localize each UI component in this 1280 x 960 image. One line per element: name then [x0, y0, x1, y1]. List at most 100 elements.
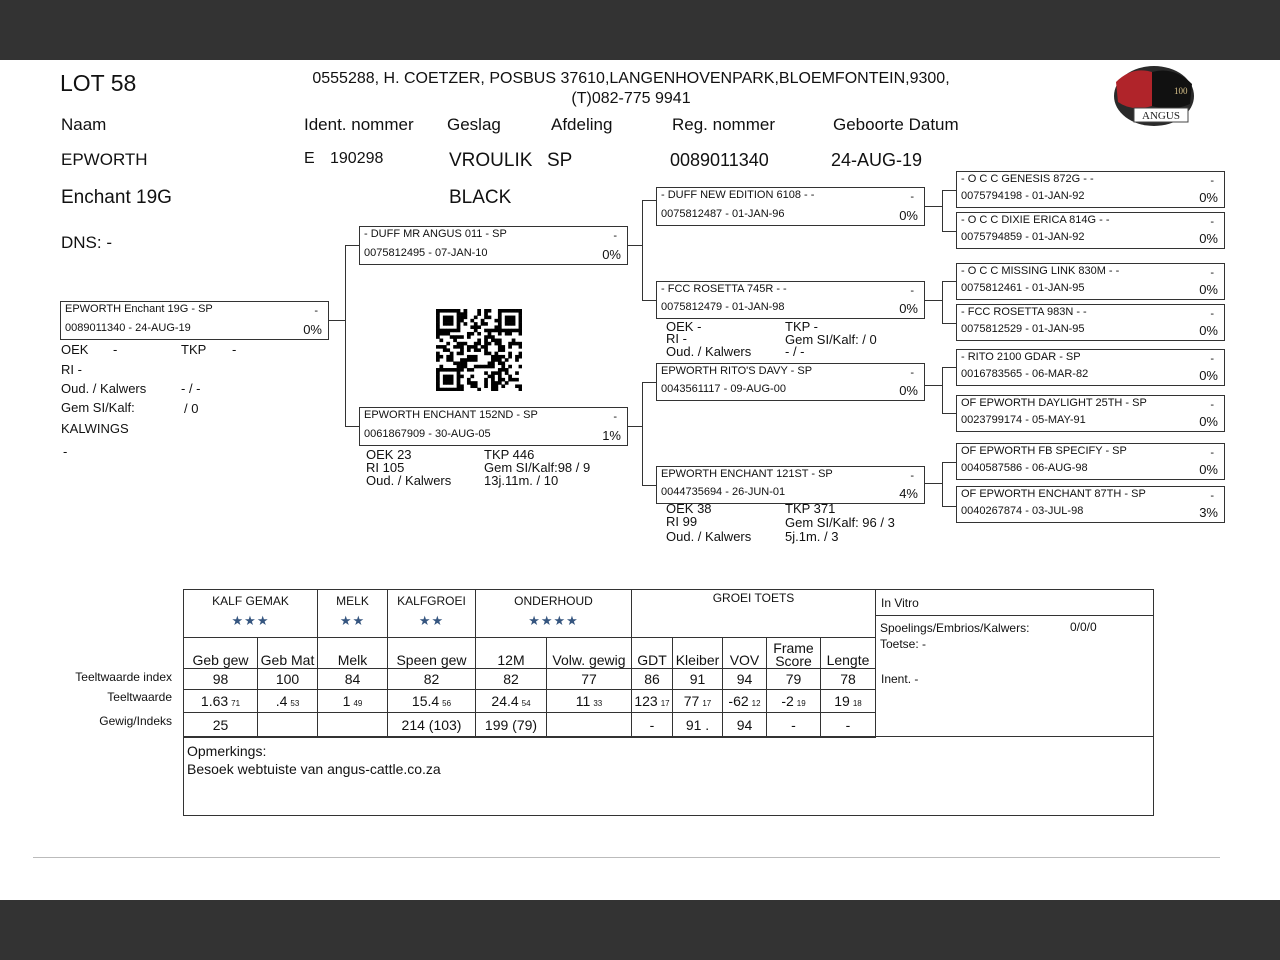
weight-cell: 91 . [672, 712, 723, 738]
sd-oek: OEK - [666, 319, 702, 334]
index-cell: 79 [766, 668, 821, 690]
invitro-title: In Vitro [875, 590, 1153, 616]
divider [33, 857, 1220, 858]
index-cell: 98 [183, 668, 258, 690]
index-cell: 82 [387, 668, 476, 690]
group-groei-toets: GROEI TOETS [631, 589, 876, 638]
owner-address: 0555288, H. COETZER, POSBUS 37610,LANGEN… [312, 70, 950, 87]
column-header: Frame Score [766, 637, 821, 669]
weight-cell: 25 [183, 712, 258, 738]
pedigree-sire-dam: - FCC ROSETTA 745R - - -0075812479 - 01-J… [656, 281, 925, 319]
column-header: Lengte [820, 637, 876, 669]
pedigree-gen3-2: - O C C MISSING LINK 830M - - -0075812461… [956, 263, 1225, 300]
subject-gem: / 0 [184, 401, 199, 416]
ebv-table: KALF GEMAK ★★★ MELK ★★ KALFGROEI ★★ ONDERHO… [183, 589, 876, 738]
pedigree-dam-sire: EPWORTH RITO'S DAVY - SP -0043561117 - 09… [656, 363, 925, 401]
remarks-title: Opmerkings: [187, 743, 267, 759]
index-cell: 78 [820, 668, 876, 690]
weight-cell: 214 (103) [387, 712, 476, 738]
column-header: 12M [475, 637, 547, 669]
sd-oud-label: Oud. / Kalwers [666, 344, 752, 359]
column-header: Geb gew [183, 637, 258, 669]
weight-cell: - [766, 712, 821, 738]
dd-gem: Gem SI/Kalf: 96 / 3 [785, 515, 895, 530]
group-kalfgroei: KALFGROEI ★★ [387, 589, 476, 638]
sd-ri: RI - [666, 331, 687, 346]
dd-oud: 5j.1m. / 3 [785, 529, 839, 544]
dam-oud-label: Oud. / Kalwers [366, 473, 452, 488]
subject-ri: RI - [61, 362, 82, 377]
index-cell: 82 [475, 668, 547, 690]
column-header: Melk [317, 637, 388, 669]
dam-ri: RI 105 [366, 460, 405, 475]
owner-phone: (T)082-775 9941 [571, 90, 691, 107]
sd-oud: - / - [785, 344, 805, 359]
dns-value: DNS: - [61, 233, 112, 252]
ebv-cell: 77 17 [672, 689, 723, 713]
birth-date-value: 24-AUG-19 [831, 150, 923, 170]
weight-cell [546, 712, 632, 738]
row-label-ebv: Teeltwaarde [107, 690, 172, 704]
lot-number: LOT 58 [60, 70, 137, 96]
index-cell: 86 [631, 668, 673, 690]
toetse-value: Toetse: - [880, 637, 927, 651]
pedigree-gen3-3: - FCC ROSETTA 983N - - -0075812529 - 01-J… [956, 304, 1225, 341]
pedigree-subject: EPWORTH Enchant 19G - SP -0089011340 - 24… [60, 301, 329, 340]
ident-number: 190298 [330, 150, 384, 167]
subject-tkp-label: TKP [181, 342, 207, 357]
pedigree-gen3-6: OF EPWORTH FB SPECIFY - SP -0040587586 - … [956, 443, 1225, 480]
ebv-cell: 19 18 [820, 689, 876, 713]
subject-oud-label: Oud. / Kalwers [61, 381, 147, 396]
dam-tkp: TKP 446 [484, 447, 535, 462]
svg-text:100: 100 [1174, 86, 1188, 96]
invitro-panel: In Vitro Spoelings/Embrios/Kalwers: 0/0/… [875, 589, 1154, 737]
subject-gem-label: Gem SI/Kalf: [61, 400, 135, 415]
index-cell: 77 [546, 668, 632, 690]
ebv-cell: .4 53 [257, 689, 318, 713]
animal-name-1: EPWORTH [61, 150, 148, 169]
pedigree-dam: EPWORTH ENCHANT 152ND - SP -0061867909 - … [359, 407, 628, 446]
group-melk: MELK ★★ [317, 589, 388, 638]
pedigree-sire: - DUFF MR ANGUS 011 - SP -0075812495 - 07… [359, 226, 628, 265]
ebv-cell: 1 49 [317, 689, 388, 713]
sd-tkp: TKP - [785, 319, 818, 334]
column-header: Volw. gewig [546, 637, 632, 669]
reg-value: 0089011340 [670, 150, 769, 170]
pedigree-gen3-5: OF EPWORTH DAYLIGHT 25TH - SP -0023799174… [956, 395, 1225, 432]
dd-oud-label: Oud. / Kalwers [666, 529, 752, 544]
subject-oek-label: OEK [61, 342, 89, 357]
subject-tkp: - [232, 342, 237, 357]
pedigree-gen3-4: - RITO 2100 GDAR - SP -0016783565 - 06-MA… [956, 349, 1225, 386]
qr-code-icon[interactable] [436, 309, 522, 391]
logo-text: ANGUS [1142, 110, 1180, 122]
spoelings-label: Spoelings/Embrios/Kalwers: [880, 621, 1030, 635]
remarks-text: Besoek webtuiste van angus-cattle.co.za [187, 761, 441, 777]
bottom-bar [0, 900, 1280, 960]
ebv-cell: 123 17 [631, 689, 673, 713]
colour-value: BLACK [449, 187, 512, 208]
dam-oud: 13j.11m. / 10 [484, 473, 559, 488]
ident-prefix: E [304, 150, 315, 167]
label-ident: Ident. nommer [304, 115, 414, 134]
subject-oud: - / - [181, 381, 201, 396]
pedigree-sire-sire: - DUFF NEW EDITION 6108 - - -0075812487 -… [656, 187, 925, 226]
pedigree-gen3-7: OF EPWORTH ENCHANT 87TH - SP -0040267874 … [956, 486, 1225, 523]
weight-cell: - [631, 712, 673, 738]
column-header: GDT [631, 637, 673, 669]
pedigree-dam-dam: EPWORTH ENCHANT 121ST - SP -0044735694 - … [656, 466, 925, 504]
top-bar [0, 0, 1280, 60]
kalwings-value: - [63, 444, 68, 459]
ebv-cell: -2 19 [766, 689, 821, 713]
ebv-cell: 24.4 54 [475, 689, 547, 713]
angus-logo: ANGUS 100 [1112, 62, 1196, 128]
ebv-cell: 1.63 71 [183, 689, 258, 713]
dd-oek: OEK 38 [666, 501, 712, 516]
weight-cell: 199 (79) [475, 712, 547, 738]
dam-oek: OEK 23 [366, 447, 412, 462]
index-cell: 91 [672, 668, 723, 690]
weight-cell: - [820, 712, 876, 738]
label-reg: Reg. nommer [672, 115, 775, 134]
ebv-cell: -62 12 [722, 689, 767, 713]
spoelings-value: 0/0/0 [1070, 620, 1097, 634]
column-header: Kleiber [672, 637, 723, 669]
